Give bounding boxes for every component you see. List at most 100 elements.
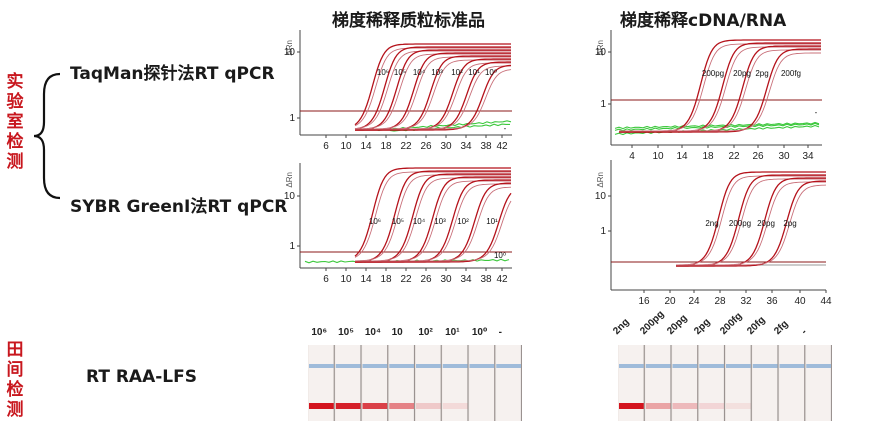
amplification-curve — [355, 49, 511, 131]
y-tick-label: 10 — [595, 47, 607, 58]
amplification-curve — [354, 50, 511, 129]
test-line — [726, 403, 751, 409]
amplification-curve — [354, 171, 511, 258]
amplification-curve — [619, 52, 821, 132]
series-label: 10⁰ — [485, 68, 497, 77]
amplification-curve — [619, 49, 821, 132]
method-sybr-label: SYBR GreenⅠ法RT qPCR — [70, 197, 288, 217]
amplification-curve — [676, 171, 826, 267]
series-label: - — [504, 124, 507, 133]
amplification-curve — [676, 175, 826, 266]
y-tick-label: 10 — [284, 191, 296, 202]
amplification-curve — [355, 200, 512, 262]
series-label: 200fg — [781, 69, 801, 78]
test-strip — [752, 345, 778, 421]
test-line — [619, 403, 644, 409]
test-line — [309, 403, 334, 409]
amplification-curve — [354, 47, 511, 127]
x-tick-label: 14 — [360, 141, 372, 152]
x-tick-label: 36 — [766, 296, 778, 307]
lab-detection-label: 实验室检测 — [6, 72, 24, 172]
amplification-curve — [619, 46, 821, 132]
control-line — [752, 364, 778, 368]
test-strip — [469, 345, 495, 421]
test-strip — [672, 345, 698, 421]
control-line — [469, 364, 495, 368]
test-strip — [362, 345, 388, 421]
amplification-curve — [676, 180, 826, 267]
control-line — [699, 364, 724, 368]
amplification-curve — [619, 45, 821, 133]
strip-label: 10 — [391, 327, 403, 338]
x-tick-label: 22 — [728, 151, 740, 162]
amplification-curve — [354, 170, 511, 263]
x-tick-label: 10 — [652, 151, 664, 162]
series-label: 2ng — [705, 219, 718, 228]
test-strip — [699, 345, 724, 421]
control-line — [416, 364, 441, 368]
control-line — [779, 364, 805, 368]
test-line — [645, 403, 671, 409]
amplification-curve — [354, 174, 511, 262]
amplification-curve — [619, 48, 821, 133]
x-tick-label: 22 — [400, 274, 412, 285]
series-label: 10⁶ — [377, 68, 389, 77]
strips-cdna-svg — [618, 345, 833, 421]
y-axis-label: ΔRn — [596, 172, 605, 188]
series-label: 10² — [451, 68, 463, 77]
strip-label: 10⁴ — [364, 327, 381, 338]
test-strip — [726, 345, 751, 421]
y-axis-label: ΔRn — [285, 172, 294, 188]
amplification-curve — [676, 184, 827, 266]
x-tick-label: 6 — [323, 141, 329, 152]
x-tick-label: 30 — [778, 151, 790, 162]
x-tick-label: 10 — [340, 274, 352, 285]
amplification-curve — [355, 64, 512, 131]
strip-label: 10⁵ — [338, 327, 354, 338]
x-tick-label: 32 — [740, 296, 752, 307]
amplification-curve — [355, 192, 512, 263]
method-taqman-label: TaqMan探针法RT qPCR — [70, 64, 275, 84]
negative-curve — [614, 121, 820, 130]
x-tick-label: 34 — [460, 274, 472, 285]
series-label: 10² — [457, 217, 469, 226]
x-tick-label: 30 — [440, 274, 452, 285]
chart-sybr-plasmid: ΔRn 6 10 14 18 22 26 30 34 38 42 10 1 10⁶ 10⁵ 10⁴ 10³ 10²… — [284, 163, 512, 285]
method-raa-label: RT RAA-LFS — [86, 367, 197, 387]
x-tick-label: 26 — [752, 151, 764, 162]
series-label: 10⁶ — [369, 217, 381, 226]
test-strip — [779, 345, 805, 421]
series-label: - — [815, 108, 818, 117]
test-line — [389, 403, 414, 409]
amplification-curve — [355, 53, 511, 130]
x-tick-label: 44 — [820, 296, 832, 307]
strip-photo-cdna — [618, 345, 833, 421]
control-line — [619, 364, 644, 368]
x-tick-label: 28 — [714, 296, 726, 307]
x-tick-label: 20 — [664, 296, 676, 307]
test-line — [416, 403, 441, 409]
x-tick-label: 34 — [802, 151, 814, 162]
x-tick-label: 26 — [420, 141, 432, 152]
series-label: 2pg — [755, 69, 768, 78]
x-tick-label: 42 — [496, 141, 508, 152]
control-line — [362, 364, 388, 368]
control-line — [389, 364, 414, 368]
x-tick-label: 24 — [688, 296, 700, 307]
strips-plasmid-svg — [308, 345, 523, 421]
x-tick-label: 10 — [340, 141, 352, 152]
y-axis-label: ΔRn — [596, 40, 605, 56]
x-tick-label: 14 — [360, 274, 372, 285]
test-line — [362, 403, 388, 409]
series-label: 2pg — [783, 219, 796, 228]
y-tick-label: 10 — [284, 47, 296, 58]
x-tick-label: 18 — [702, 151, 714, 162]
control-line — [442, 364, 468, 368]
control-line — [335, 364, 361, 368]
series-label: 200pg — [729, 219, 751, 228]
y-tick-label: 1 — [289, 113, 295, 124]
series-label: 10⁴ — [413, 68, 426, 77]
test-line — [335, 403, 361, 409]
series-label: 200pg — [702, 69, 724, 78]
